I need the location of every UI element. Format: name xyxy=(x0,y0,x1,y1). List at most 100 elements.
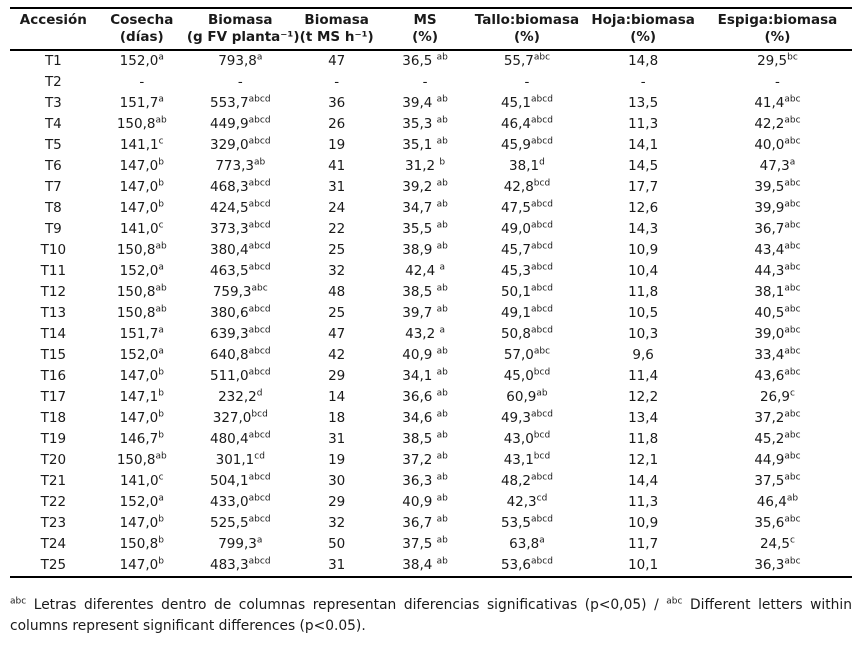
significance-letters: ab xyxy=(436,388,448,399)
significance-letters: abc xyxy=(784,178,801,189)
accession-cell: T5 xyxy=(44,137,62,153)
value-cell: - xyxy=(334,74,340,90)
value-cell: 43,4abc xyxy=(754,241,801,258)
significance-letters: ab xyxy=(436,283,448,294)
value-cell: 29 xyxy=(328,494,346,510)
value-cell: 232,2d xyxy=(218,388,263,405)
accession-cell: T21 xyxy=(40,473,67,489)
accession-cell: T6 xyxy=(44,158,62,174)
value-cell: 11,4 xyxy=(628,368,659,384)
value-cell: 37,2 ab xyxy=(402,451,448,468)
value-cell: 34,6 ab xyxy=(402,409,448,426)
significance-letters: b xyxy=(158,367,164,378)
significance-letters: abcd xyxy=(248,262,271,273)
column-header: Biomasa (g FV planta⁻¹) xyxy=(186,8,300,51)
significance-letters: abc xyxy=(784,220,801,231)
value-cell: 424,5abcd xyxy=(210,199,271,216)
value-cell: 152,0a xyxy=(119,262,164,279)
value-cell: 152,0a xyxy=(119,346,164,363)
column-header-line2: (%) xyxy=(412,28,438,45)
value-cell: 12,1 xyxy=(628,452,659,468)
significance-letters: ab xyxy=(436,241,448,252)
value-cell: 55,7abc xyxy=(503,52,551,69)
significance-letters: b xyxy=(158,556,164,567)
value-cell: 29,5bc xyxy=(757,52,798,69)
significance-letters: ab xyxy=(436,304,448,315)
significance-letters: abcd xyxy=(531,304,553,315)
table-row: T12 150,8ab 759,3abc 48 38,5 ab 50,1abcd 11,8 3… xyxy=(10,282,852,303)
value-cell: - xyxy=(775,74,780,90)
value-cell: 53,5abcd xyxy=(500,514,553,531)
table-row: T19 146,7b 480,4abcd 31 38,5 ab 43,0bcd 11,8 45… xyxy=(10,429,852,450)
significance-letters: abc xyxy=(533,52,551,63)
value-cell: 50,8abcd xyxy=(500,325,553,342)
value-cell: 19 xyxy=(328,137,346,153)
value-cell: 35,3 ab xyxy=(402,115,448,132)
significance-letters: c xyxy=(158,472,164,483)
significance-letters: ab xyxy=(155,241,167,252)
value-cell: 39,2 ab xyxy=(402,178,448,195)
table-row: T13 150,8ab 380,6abcd 25 39,7 ab 49,1abcd 10,5… xyxy=(10,303,852,324)
accession-cell: T16 xyxy=(40,368,67,384)
table-row: T3 151,7a 553,7abcd 36 39,4 ab 45,1abcd 13,5 41… xyxy=(10,93,852,114)
value-cell: 49,1abcd xyxy=(500,304,553,321)
value-cell: 48,2abcd xyxy=(500,472,553,489)
value-cell: 11,8 xyxy=(628,431,659,447)
accession-cell: T17 xyxy=(40,389,67,405)
significance-letters: ab xyxy=(155,283,167,294)
significance-letters: ab xyxy=(536,388,548,399)
significance-letters: abc xyxy=(784,409,801,420)
value-cell: 34,1 ab xyxy=(402,367,448,384)
accession-cell: T9 xyxy=(44,221,62,237)
accession-cell: T10 xyxy=(40,242,67,258)
significance-letters: ab xyxy=(436,178,448,189)
column-header-line1: Biomasa xyxy=(208,12,273,28)
significance-letters: abc xyxy=(784,94,801,105)
table-row: T15 152,0a 640,8abcd 42 40,9 ab 57,0abc 9,6 33,… xyxy=(10,345,852,366)
accession-cell: T20 xyxy=(40,452,67,468)
value-cell: 50,1abcd xyxy=(500,283,553,300)
significance-letters: c xyxy=(158,220,164,231)
footnote: abc Letras diferentes dentro de columnas… xyxy=(10,596,852,634)
value-cell: 146,7b xyxy=(119,430,164,447)
column-header: Cosecha (días) xyxy=(96,8,187,51)
significance-letters: a xyxy=(789,157,796,168)
accession-cell: T13 xyxy=(40,305,67,321)
value-cell: 42 xyxy=(328,347,346,363)
value-cell: 45,0bcd xyxy=(503,367,551,384)
table-row: T2 - - - - - - - xyxy=(10,72,852,93)
value-cell: 38,5 ab xyxy=(402,430,448,447)
table-row: T5 141,1c 329,0abcd 19 35,1 ab 45,9abcd 14,1 40… xyxy=(10,135,852,156)
value-cell: 141,0c xyxy=(119,220,164,237)
significance-letters: c xyxy=(158,136,164,147)
value-cell: 553,7abcd xyxy=(210,94,271,111)
value-cell: 47 xyxy=(328,53,346,69)
significance-letters: ab xyxy=(786,493,799,504)
column-header-line1: Espiga:biomasa xyxy=(717,12,838,28)
value-cell: 147,0b xyxy=(119,556,164,573)
value-cell: 150,8ab xyxy=(116,115,167,132)
accession-cell: T11 xyxy=(40,263,67,279)
significance-letters: abcd xyxy=(248,430,271,441)
table-row: T10 150,8ab 380,4abcd 25 38,9 ab 45,7abcd 10,9… xyxy=(10,240,852,261)
significance-letters: d xyxy=(539,157,545,168)
table-body: T1 152,0a 793,8a 47 36,5 ab 55,7abc 14,8 29,5bc… xyxy=(10,50,852,577)
value-cell: 46,4abcd xyxy=(500,115,553,132)
column-header-line2: (días) xyxy=(119,28,164,45)
value-cell: 19 xyxy=(328,452,346,468)
value-cell: 38,1abc xyxy=(754,283,801,300)
value-cell: 150,8ab xyxy=(116,304,167,321)
value-cell: 147,0b xyxy=(119,367,164,384)
significance-letters: a xyxy=(256,52,263,63)
value-cell: 45,9abcd xyxy=(500,136,553,153)
value-cell: 40,9 ab xyxy=(402,493,448,510)
accession-cell: T8 xyxy=(44,200,62,216)
column-header-line1: Cosecha xyxy=(110,12,174,28)
column-header-line1: MS xyxy=(413,12,437,28)
table-header: Accesión Cosecha (días) Biomasa (g FV planta… xyxy=(10,8,852,51)
value-cell: 380,6abcd xyxy=(210,304,271,321)
value-cell: 141,1c xyxy=(119,136,164,153)
significance-letters: a xyxy=(158,94,164,105)
significance-letters: abc xyxy=(533,346,551,357)
table-row: T14 151,7a 639,3abcd 47 43,2 a 50,8abcd 10,3 39… xyxy=(10,324,852,345)
